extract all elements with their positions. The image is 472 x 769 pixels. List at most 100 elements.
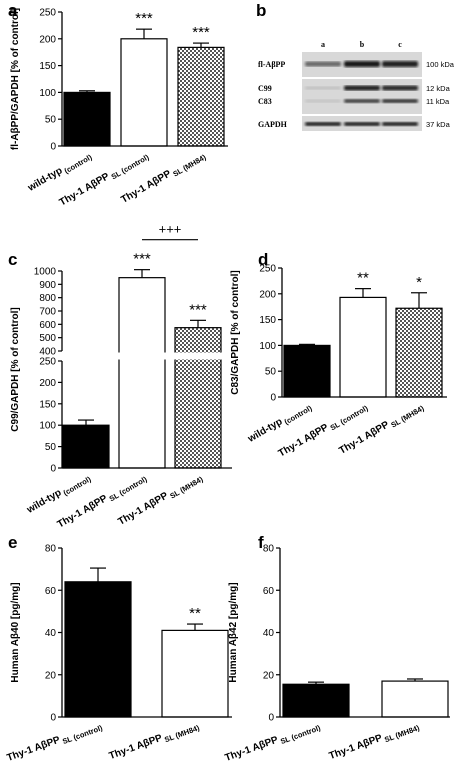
panel-label: c (8, 250, 17, 269)
blot-band (382, 61, 418, 67)
category-name: Thy-1 AβPP (328, 733, 384, 763)
bar (118, 277, 166, 469)
x-tick-label: Thy-1 AβPPSL (MH84) (116, 471, 205, 530)
y-tick-label: 150 (39, 399, 56, 410)
category-subscript: SL (control) (108, 474, 149, 503)
western-blot: b a b c fl-AβPP 100 kDa C99 C83 12 kDa 11 kDa GAP… (256, 1, 455, 131)
y-tick-label: 900 (39, 280, 56, 291)
bar (283, 344, 331, 398)
y-tick-label: 0 (50, 142, 56, 153)
row-label: GAPDH (258, 120, 288, 129)
blot-band (344, 99, 380, 103)
category-subscript: SL (MH84) (171, 152, 208, 178)
panel-label: d (258, 250, 268, 269)
category-subscript: SL (control) (61, 723, 104, 746)
lane-label: c (398, 40, 402, 49)
error-bar (193, 42, 209, 48)
category-name: Thy-1 AβPP (56, 493, 110, 531)
y-axis-label: Human Aβ42 [pg/mg] (228, 582, 239, 682)
y-tick-label: 40 (45, 628, 57, 639)
bar (395, 307, 443, 398)
kda-label: 12 kDa (426, 84, 451, 93)
category-name: Thy-1 AβPP (6, 734, 62, 764)
y-tick-label: 60 (45, 586, 57, 597)
y-tick-label: 80 (263, 544, 275, 555)
category-subscript: (control) (63, 152, 94, 175)
bar (282, 683, 350, 718)
x-tick-label: Thy-1 AβPPSL (MH84) (119, 149, 208, 208)
x-tick-label: Thy-1 AβPPSL (control) (6, 719, 105, 765)
y-tick-label: 50 (45, 442, 57, 453)
blot-band (305, 99, 341, 103)
x-tick-label: Thy-1 AβPPSL (control) (224, 719, 323, 765)
category-subscript: (control) (283, 403, 314, 426)
y-tick-label: 200 (39, 34, 56, 45)
row-label: C83 (258, 97, 272, 106)
y-tick-label: 0 (50, 464, 56, 475)
panel-label: f (258, 533, 264, 552)
x-tick-label: Thy-1 AβPPSL (control) (56, 471, 149, 532)
category-name: wild-typ (25, 165, 64, 194)
y-tick-label: 0 (268, 713, 274, 724)
row-label: fl-AβPP (258, 60, 285, 69)
y-tick-label: 0 (270, 393, 276, 404)
bar (339, 296, 387, 398)
panel-label: b (256, 1, 266, 20)
category-subscript: SL (control) (279, 723, 322, 746)
category-name: Thy-1 AβPP (224, 734, 280, 764)
error-bar (299, 343, 315, 346)
y-tick-label: 100 (39, 88, 56, 99)
blot-strip (302, 79, 422, 114)
y-tick-label: 250 (39, 357, 56, 368)
error-bar (411, 292, 427, 309)
x-tick-label: Thy-1 AβPPSL (control) (58, 149, 151, 210)
category-subscript: (control) (62, 474, 93, 497)
y-tick-label: 700 (39, 307, 56, 318)
bar (62, 424, 110, 469)
significance-label: *** (192, 24, 210, 41)
y-axis-label: Human Aβ40 [pg/mg] (10, 582, 21, 682)
y-tick-label: 20 (45, 670, 57, 681)
blot-band (382, 122, 418, 126)
blot-band (344, 122, 380, 126)
blot-band (305, 86, 341, 90)
x-tick-label: Thy-1 AβPPSL (MH84) (337, 400, 426, 459)
category-subscript: SL (MH84) (389, 403, 426, 429)
y-axis-label: C99/GAPDH [% of control] (10, 307, 21, 431)
category-name: Thy-1 AβPP (108, 733, 164, 763)
significance-label: *** (189, 301, 207, 318)
panel-label: e (8, 533, 17, 552)
blot-band (305, 122, 341, 126)
row-label: C99 (258, 84, 272, 93)
y-tick-label: 100 (259, 341, 276, 352)
error-bar (134, 269, 150, 278)
error-bar (79, 90, 95, 93)
blot-band (344, 61, 380, 67)
y-tick-label: 600 (39, 320, 56, 331)
bar (381, 680, 449, 718)
y-tick-label: 20 (263, 670, 275, 681)
category-subscript: SL (control) (110, 152, 151, 181)
error-bar (78, 419, 94, 426)
error-bar (90, 567, 106, 582)
significance-label: ** (189, 605, 201, 622)
significance-label: *** (135, 10, 153, 27)
bar (174, 327, 222, 469)
y-tick-label: 200 (259, 289, 276, 300)
error-bar (136, 28, 152, 39)
category-name: Thy-1 AβPP (277, 422, 331, 460)
y-axis-label: fl-AβPP/GAPDH [% of control] (10, 8, 21, 150)
y-tick-label: 250 (259, 264, 276, 275)
category-subscript: SL (control) (329, 403, 370, 432)
error-bar (355, 288, 371, 298)
y-axis-label: C83/GAPDH [% of control] (230, 270, 241, 394)
y-tick-label: 800 (39, 293, 56, 304)
y-tick-label: 500 (39, 333, 56, 344)
y-tick-label: 60 (263, 586, 275, 597)
y-tick-label: 1000 (34, 267, 57, 278)
bar (161, 629, 229, 718)
error-bar (190, 319, 206, 328)
